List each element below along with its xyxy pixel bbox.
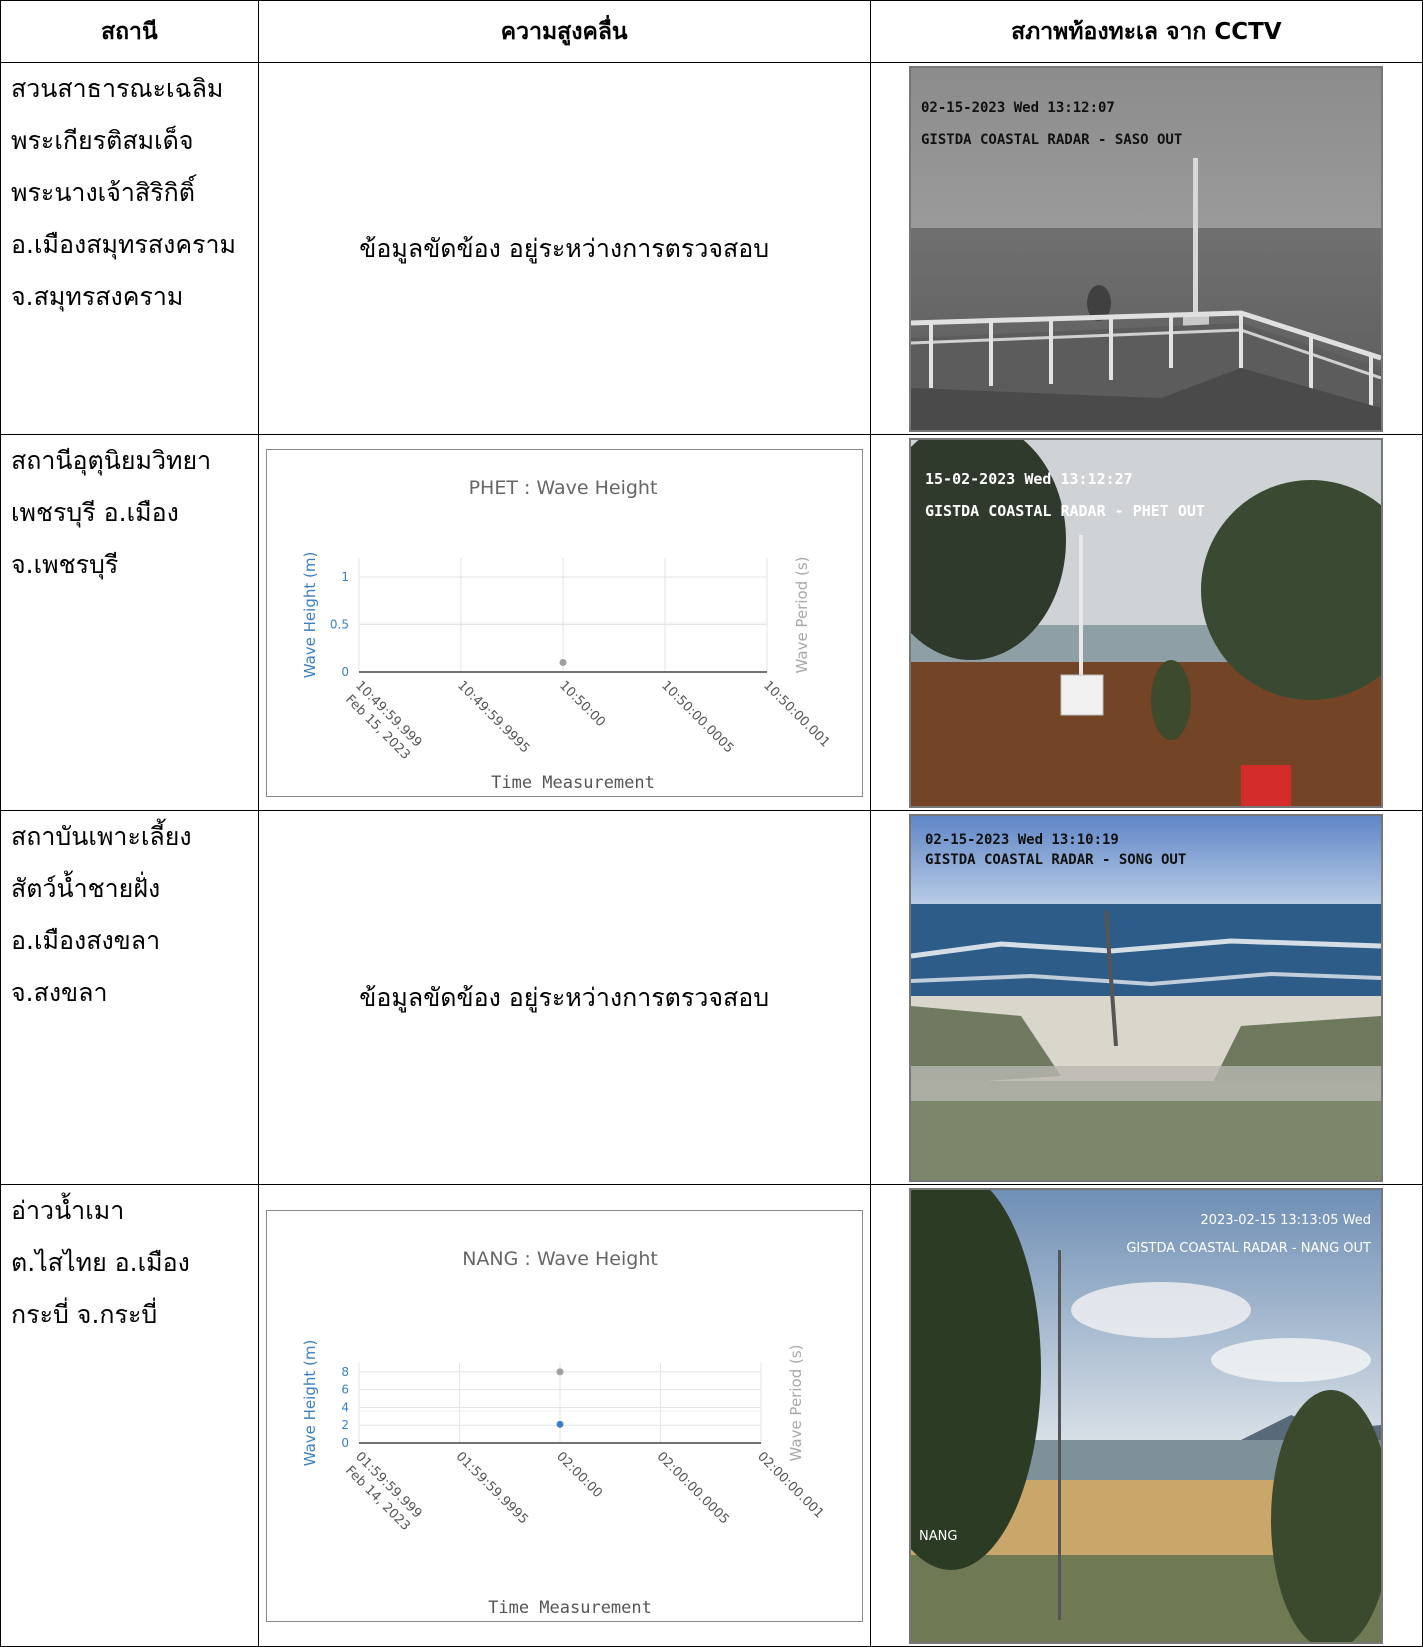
x-tick-label: 02:00:00 [553, 1449, 605, 1501]
data-point [556, 1367, 564, 1375]
y-tick-label: 8 [341, 1364, 349, 1378]
wave-chart-nang: NANG : Wave Height 0 2 4 6 8 Wave Height (m) Wa… [265, 1209, 863, 1622]
y-tick-label: 4 [341, 1400, 349, 1414]
x-axis-label: Time Measurement [488, 1598, 652, 1618]
header-wave: ความสูงคลื่น [257, 0, 871, 63]
wave-cell: ข้อมูลขัดข้อง อยู่ระหว่างการตรวจสอบ [257, 810, 871, 1185]
cctv-image-phet: 15-02-2023 Wed 13:12:27 GISTDA COASTAL R… [909, 437, 1384, 808]
station-cell: สถาบันเพาะเลี้ยง สัตว์น้ำชายฝั่ง อ.เมือง… [0, 810, 259, 1185]
y-tick-label: 2 [341, 1418, 349, 1432]
y2-axis-label: Wave Period (s) [793, 556, 811, 673]
cctv-image-saso: 02-15-2023 Wed 13:12:07 GISTDA COASTAL R… [909, 65, 1384, 432]
cctv-cell: 02-15-2023 Wed 13:10:19 GISTDA COASTAL R… [869, 810, 1423, 1185]
cctv-timestamp: 02-15-2023 Wed 13:10:19 [925, 832, 1119, 848]
y-tick-label: 1 [341, 570, 349, 584]
y-axis-label: Wave Height (m) [301, 551, 319, 678]
no-data-message: ข้อมูลขัดข้อง อยู่ระหว่างการตรวจสอบ [359, 233, 770, 263]
wave-chart-phet: PHET : Wave Height 0 0.5 1 Wave Height (m) Wa… [265, 448, 863, 797]
x-tick-label: 01:59:59.9995 [452, 1449, 530, 1527]
y-axis-label: Wave Height (m) [301, 1339, 319, 1466]
cctv-caption: GISTDA COASTAL RADAR - SASO OUT [921, 132, 1182, 148]
chart-title: NANG : Wave Height [462, 1248, 658, 1270]
station-name-line: เพชรบุรี อ.เมือง [11, 498, 179, 527]
station-name-line: จ.สงขลา [11, 978, 108, 1007]
data-point [559, 658, 567, 666]
wave-cell: NANG : Wave Height 0 2 4 6 8 Wave Height (m) Wa… [257, 1184, 871, 1647]
station-name-line: อ.เมืองสงขลา [11, 926, 161, 955]
table-row: อ่าวน้ำเมา ต.ไสไทย อ.เมือง กระบี่ จ.กระบ… [0, 1184, 1423, 1647]
station-name-line: สถานีอุตุนิยมวิทยา [11, 446, 212, 475]
x-tick-label: 10:50:00.0005 [658, 678, 736, 756]
station-cell: สวนสาธารณะเฉลิม พระเกียรติสมเด็จ พระนางเ… [0, 62, 259, 435]
cctv-caption: GISTDA COASTAL RADAR - PHET OUT [925, 502, 1205, 520]
station-name-line: จ.เพชรบุรี [11, 550, 119, 579]
y-tick-label: 0 [341, 665, 349, 679]
wave-cell: PHET : Wave Height 0 0.5 1 Wave Height (m) Wa… [257, 434, 871, 811]
table-row: สถานีอุตุนิยมวิทยา เพชรบุรี อ.เมือง จ.เพ… [0, 434, 1423, 811]
station-cell: อ่าวน้ำเมา ต.ไสไทย อ.เมือง กระบี่ จ.กระบ… [0, 1184, 259, 1647]
x-tick-label: 10:50:00 [556, 678, 608, 730]
cctv-cell: 2023-02-15 13:13:05 Wed GISTDA COASTAL R… [869, 1184, 1423, 1647]
table-row: สถาบันเพาะเลี้ยง สัตว์น้ำชายฝั่ง อ.เมือง… [0, 810, 1423, 1185]
station-name-line: สถาบันเพาะเลี้ยง [11, 822, 192, 851]
chart-title: PHET : Wave Height [468, 477, 657, 499]
station-name-line: สัตว์น้ำชายฝั่ง [11, 874, 161, 903]
x-tick-label: 10:50:00.001 [760, 678, 832, 750]
station-name-line: สวนสาธารณะเฉลิม [11, 74, 224, 103]
y-tick-label: 0.5 [330, 617, 349, 631]
station-name-line: ต.ไสไทย อ.เมือง [11, 1248, 190, 1277]
station-cell: สถานีอุตุนิยมวิทยา เพชรบุรี อ.เมือง จ.เพ… [0, 434, 259, 811]
x-tick-label: 02:00:00.0005 [653, 1449, 731, 1527]
station-name-line: พระเกียรติสมเด็จ [11, 126, 194, 155]
y-tick-label: 0 [341, 1436, 349, 1450]
station-name-line: จ.สมุทรสงคราม [11, 282, 184, 311]
cctv-corner-label: NANG [919, 1529, 957, 1544]
cctv-caption: GISTDA COASTAL RADAR - SONG OUT [925, 852, 1186, 868]
header-cctv: สภาพท้องทะเล จาก CCTV [869, 0, 1423, 63]
y-tick-label: 6 [341, 1382, 349, 1396]
station-name-line: พระนางเจ้าสิริกิติ์ [11, 178, 195, 207]
cctv-timestamp: 02-15-2023 Wed 13:12:07 [921, 100, 1115, 116]
x-tick-label: 10:49:59.9995 [454, 678, 532, 756]
x-axis-label: Time Measurement [491, 773, 655, 793]
y2-axis-label: Wave Period (s) [787, 1344, 805, 1461]
cctv-caption: GISTDA COASTAL RADAR - NANG OUT [1127, 1241, 1372, 1256]
cctv-timestamp: 2023-02-15 13:13:05 Wed [1201, 1213, 1372, 1228]
header-row: สถานี ความสูงคลื่น สภาพท้องทะเล จาก CCTV [0, 0, 1423, 63]
cctv-cell: 02-15-2023 Wed 13:12:07 GISTDA COASTAL R… [869, 62, 1423, 435]
table-row: สวนสาธารณะเฉลิม พระเกียรติสมเด็จ พระนางเ… [0, 62, 1423, 435]
wave-cell: ข้อมูลขัดข้อง อยู่ระหว่างการตรวจสอบ [257, 62, 871, 435]
no-data-message: ข้อมูลขัดข้อง อยู่ระหว่างการตรวจสอบ [359, 982, 770, 1012]
station-name-line: กระบี่ จ.กระบี่ [11, 1300, 158, 1329]
station-name-line: อ่าวน้ำเมา [11, 1196, 125, 1225]
data-point [556, 1420, 564, 1428]
cctv-image-nang: 2023-02-15 13:13:05 Wed GISTDA COASTAL R… [909, 1187, 1384, 1644]
cctv-image-song: 02-15-2023 Wed 13:10:19 GISTDA COASTAL R… [909, 813, 1384, 1182]
cctv-cell: 15-02-2023 Wed 13:12:27 GISTDA COASTAL R… [869, 434, 1423, 811]
cctv-timestamp: 15-02-2023 Wed 13:12:27 [925, 470, 1133, 488]
station-name-line: อ.เมืองสมุทรสงคราม [11, 230, 236, 259]
header-station: สถานี [0, 0, 259, 63]
